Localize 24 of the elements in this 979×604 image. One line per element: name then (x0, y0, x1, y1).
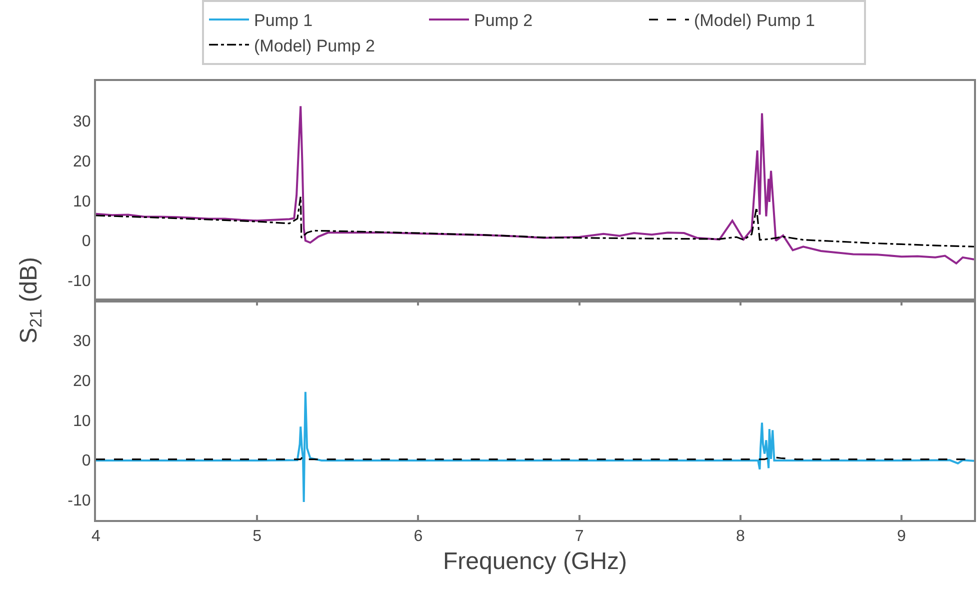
y-tick-label: 30 (73, 114, 91, 131)
x-tick-label: 6 (414, 528, 423, 546)
legend-label: Pump 1 (254, 11, 313, 30)
x-tick-label: 5 (252, 528, 262, 546)
x-tick-label: 8 (736, 528, 745, 546)
legend-label: Pump 2 (474, 11, 533, 30)
y-tick-label: 30 (73, 333, 91, 350)
x-tick-label: 9 (897, 528, 906, 546)
y-tick-label: 20 (73, 153, 91, 170)
line-series (96, 105, 974, 264)
line-series (96, 390, 974, 504)
x-axis-title: Frequency (GHz) (442, 548, 628, 575)
line-series (96, 196, 974, 248)
y-tick-label: 10 (73, 193, 91, 210)
y-tick-label: 20 (73, 372, 91, 390)
y-tick-label: 0 (82, 452, 91, 470)
y-tick-label: 0 (82, 233, 91, 250)
y-tick-label: -10 (68, 273, 91, 290)
legend-label: (Model) Pump 2 (254, 36, 375, 56)
legend-label: (Model) Pump 1 (694, 11, 815, 30)
x-tick-label: 4 (92, 528, 101, 546)
y-tick-label: -10 (68, 492, 91, 510)
y-tick-label: 10 (73, 412, 91, 430)
x-tick-label: 7 (574, 528, 584, 546)
